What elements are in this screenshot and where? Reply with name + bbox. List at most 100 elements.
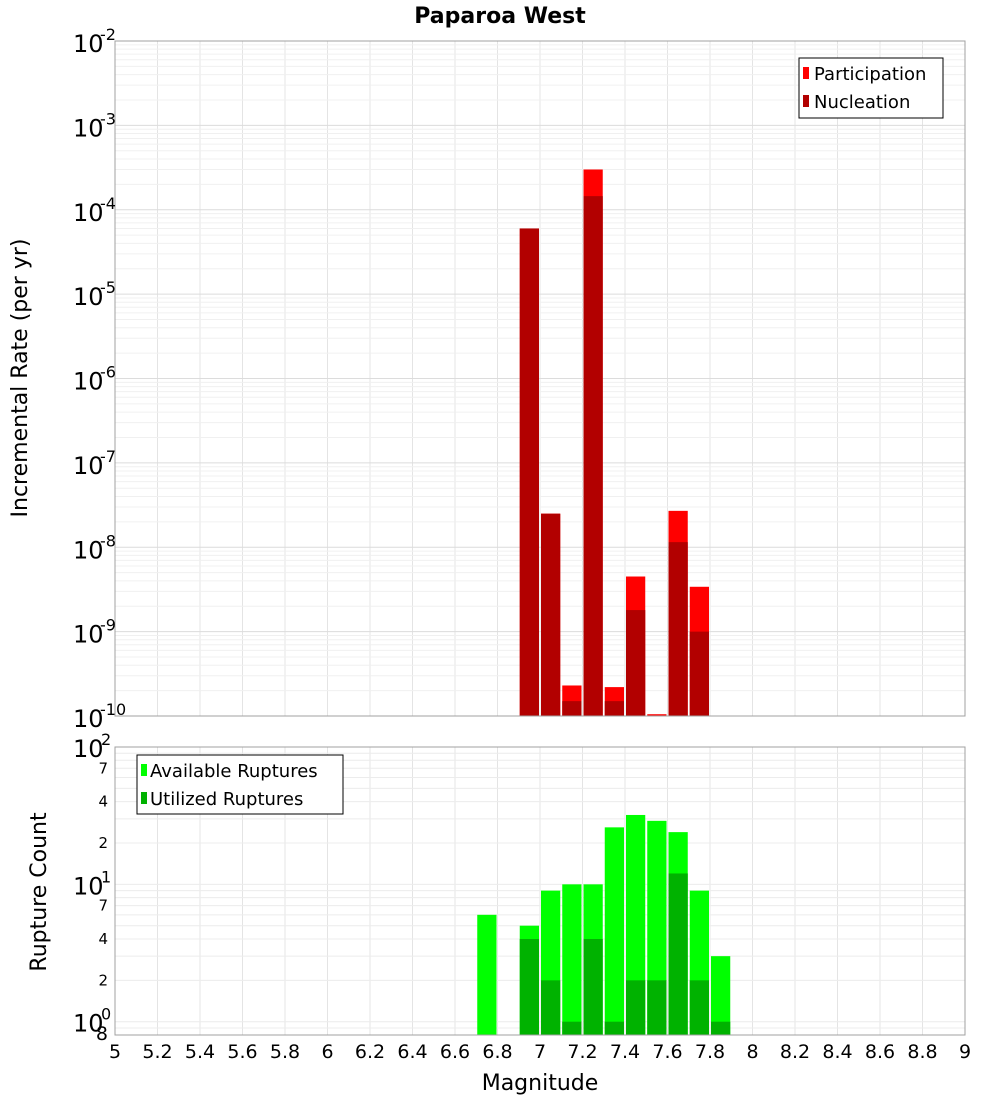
- x-tick-label: 5.2: [142, 1041, 172, 1063]
- x-tick-label: 8.6: [865, 1041, 895, 1063]
- x-tick-label: 6.8: [482, 1041, 512, 1063]
- x-tick-label: 7.4: [610, 1041, 640, 1063]
- utilized-ruptures-bar: [519, 939, 539, 1035]
- rupture-bars: [477, 814, 731, 1035]
- x-ticks: 5 5.2 5.4 5.6 5.8 6 6.2 6.4 6.6 6.8 7 7.2 7.4 7.6 7.8 8…: [109, 1041, 971, 1063]
- available-ruptures-bar: [562, 884, 582, 1035]
- rate-y-tick-exponent: -6: [100, 363, 116, 382]
- rate-plot-frame: [114, 40, 966, 717]
- utilized-ruptures-bar: [541, 980, 561, 1035]
- nucleation-bar: [562, 701, 582, 716]
- rate-legend: Participation Nucleation: [798, 57, 944, 119]
- utilized-ruptures-bar: [583, 939, 603, 1035]
- rupture-y-minor-tick-label: 8: [96, 1023, 108, 1045]
- available-legend-label: Available Ruptures: [150, 761, 318, 782]
- nucleation-bar: [689, 631, 709, 716]
- utilized-ruptures-bar: [604, 1021, 624, 1035]
- nucleation-bar: [668, 542, 688, 716]
- x-tick-label: 8.4: [822, 1041, 852, 1063]
- x-tick-label: 6: [321, 1041, 333, 1063]
- rupture-y-minor-tick-label: 7: [98, 759, 108, 777]
- rupture-legend: Available Ruptures Utilized Ruptures: [136, 754, 344, 815]
- rate-y-tick-exponent: -10: [100, 700, 126, 719]
- rate-y-tick-exponent: -3: [100, 109, 116, 128]
- rate-grid: [114, 41, 966, 717]
- x-tick-label: 5: [109, 1041, 121, 1063]
- nucleation-bar: [583, 196, 603, 716]
- rupture-y-minor-tick-label: 4: [98, 793, 108, 811]
- rate-y-tick-label: 10: [73, 283, 104, 311]
- rate-y-tick-exponent: -8: [100, 531, 116, 550]
- utilized-ruptures-bar: [562, 1021, 582, 1035]
- utilized-ruptures-bar: [689, 980, 709, 1035]
- nucleation-bar: [626, 610, 646, 716]
- utilized-legend-label: Utilized Ruptures: [150, 789, 303, 810]
- rupture-y-minor-tick-label: 2: [98, 834, 108, 852]
- x-tick-label: 5.4: [185, 1041, 215, 1063]
- rupture-y-tick-exponent: 2: [101, 730, 111, 749]
- nucleation-legend-label: Nucleation: [814, 92, 910, 113]
- rupture-y-tick-label: 10: [73, 1010, 104, 1038]
- rupture-y-axis-label: Rupture Count: [27, 812, 52, 972]
- x-tick-label: 8.2: [780, 1041, 810, 1063]
- rupture-y-tick-exponent: 1: [101, 867, 111, 886]
- rate-y-tick-label: 10: [73, 30, 104, 58]
- rupture-y-minor-tick-label: 2: [98, 971, 108, 989]
- rate-y-tick-label: 10: [73, 536, 104, 564]
- nucleation-bar: [519, 228, 539, 716]
- available-ruptures-bar: [477, 914, 497, 1035]
- x-tick-label: 7.8: [695, 1041, 725, 1063]
- rate-y-tick-exponent: -7: [100, 447, 116, 466]
- nucleation-bar: [541, 513, 561, 716]
- rate-y-tick-exponent: -4: [100, 194, 116, 213]
- participation-legend-label: Participation: [814, 64, 926, 85]
- utilized-ruptures-bar: [668, 873, 688, 1035]
- x-tick-label: 6.6: [440, 1041, 470, 1063]
- available-ruptures-bar: [604, 827, 624, 1035]
- rate-y-axis-label: Incremental Rate (per yr): [8, 239, 33, 518]
- rate-y-tick-label: 10: [73, 114, 104, 142]
- x-tick-label: 6.2: [355, 1041, 385, 1063]
- x-tick-label: 5.8: [270, 1041, 300, 1063]
- available-ruptures-bar: [626, 814, 646, 1035]
- utilized-ruptures-bar: [647, 980, 667, 1035]
- rupture-legend-box: [136, 754, 344, 815]
- rupture-y-minor-tick-label: 7: [98, 897, 108, 915]
- participation-swatch: [803, 67, 809, 79]
- x-tick-label: 7.6: [652, 1041, 682, 1063]
- rupture-y-tick-label: 10: [73, 735, 104, 763]
- rupture-plot-frame: [114, 746, 966, 1036]
- available-ruptures-bar: [711, 956, 731, 1035]
- x-axis-label: Magnitude: [482, 1071, 599, 1096]
- rate-y-ticks: 10-210-310-410-510-610-710-810-910-10: [73, 25, 126, 733]
- rate-y-tick-label: 10: [73, 452, 104, 480]
- rate-y-tick-exponent: -5: [100, 278, 116, 297]
- x-tick-label: 8: [746, 1041, 758, 1063]
- rupture-y-minor-tick-label: 4: [98, 930, 108, 948]
- utilized-ruptures-bar: [711, 1021, 731, 1035]
- rate-y-tick-exponent: -2: [100, 25, 116, 44]
- rate-y-tick-label: 10: [73, 705, 104, 733]
- rate-bars: [519, 169, 709, 716]
- rate-y-tick-label: 10: [73, 621, 104, 649]
- x-tick-label: 7.2: [567, 1041, 597, 1063]
- rate-y-tick-exponent: -9: [100, 616, 116, 635]
- nucleation-bar: [604, 701, 624, 716]
- available-swatch: [141, 764, 147, 776]
- x-tick-label: 6.4: [397, 1041, 427, 1063]
- utilized-swatch: [141, 792, 147, 804]
- rate-y-tick-label: 10: [73, 368, 104, 396]
- nucleation-swatch: [803, 95, 809, 107]
- x-tick-label: 9: [959, 1041, 971, 1063]
- x-tick-label: 5.6: [227, 1041, 257, 1063]
- rupture-y-tick-label: 10: [73, 872, 104, 900]
- participation-bar: [647, 714, 667, 716]
- chart-title: Paparoa West: [414, 4, 586, 29]
- rate-y-tick-label: 10: [73, 199, 104, 227]
- utilized-ruptures-bar: [626, 980, 646, 1035]
- rate-legend-box: [798, 57, 944, 119]
- rate-plot-panel: 10-210-310-410-510-610-710-810-910-10 In…: [8, 25, 966, 733]
